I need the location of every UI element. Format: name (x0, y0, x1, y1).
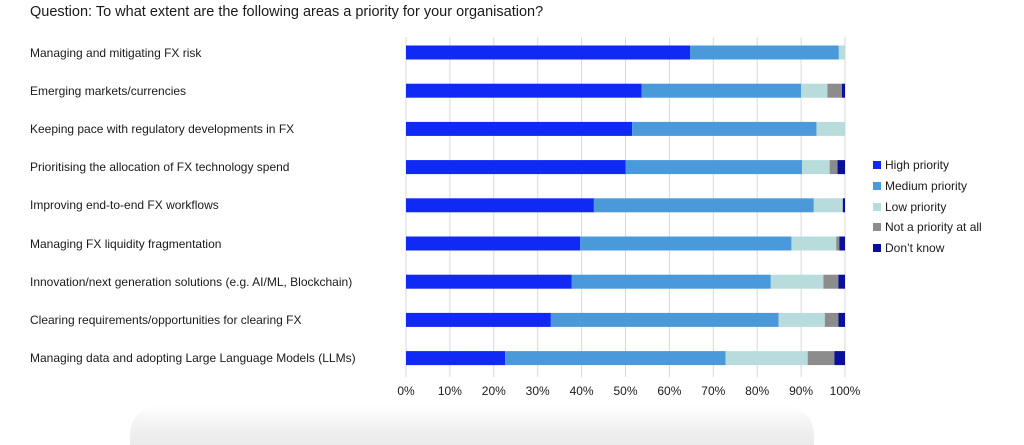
x-tick-label: 60% (657, 384, 681, 398)
legend-swatch (873, 223, 881, 232)
x-tick-label: 30% (526, 384, 550, 398)
bar-segment (842, 198, 845, 213)
bar-segment (406, 236, 581, 251)
bar-segment (571, 274, 771, 289)
bar-segment (406, 160, 626, 175)
bar-segment (829, 160, 838, 175)
bar-segment (839, 236, 845, 251)
x-tick-label: 80% (745, 384, 769, 398)
category-label: Managing and mitigating FX risk (30, 45, 202, 60)
bar-segment (406, 45, 691, 60)
legend-item: Medium priority (873, 176, 982, 197)
category-label: Prioritising the allocation of FX techno… (30, 160, 290, 175)
category-label: Managing FX liquidity fragmentation (30, 236, 222, 251)
bar-segment (827, 83, 842, 98)
bar-segment (632, 121, 817, 136)
bar-segment (406, 198, 594, 213)
stacked-bar-chart: 0% 10% 20% 30% 40% 50% 60% 70% 80% 90% 100% (397, 37, 861, 398)
x-tick-label: 100% (830, 384, 861, 398)
bar-segment (550, 312, 779, 327)
bar-segment (625, 160, 802, 175)
bars (406, 45, 845, 366)
bar-segment (813, 198, 843, 213)
bar-segment (406, 83, 642, 98)
bar-segment (580, 236, 792, 251)
bar-segment (778, 312, 825, 327)
legend-label: Medium priority (885, 179, 968, 194)
bar-segment (641, 83, 802, 98)
bar-segment (816, 121, 845, 136)
x-axis-ticks: 0% 10% 20% 30% 40% 50% 60% 70% 80% 90% 100% (397, 384, 860, 398)
legend-label: Don’t know (885, 241, 945, 256)
bar-segment (770, 274, 824, 289)
x-tick-label: 10% (438, 384, 462, 398)
bar-segment (841, 83, 845, 98)
legend: High priority Medium priority Low priority… (873, 155, 982, 258)
bar-segment (801, 160, 830, 175)
x-tick-label: 0% (397, 384, 415, 398)
bar-segment (838, 274, 845, 289)
bar-segment (406, 121, 633, 136)
bar-segment (823, 274, 839, 289)
bar-segment (690, 45, 839, 60)
bar-segment (807, 351, 835, 366)
chart-title: Question: To what extent are the followi… (30, 4, 544, 20)
category-label: Emerging markets/currencies (30, 83, 187, 98)
bar-segment (838, 312, 845, 327)
legend-label: Low priority (885, 199, 947, 214)
legend-swatch (873, 244, 881, 253)
bottom-shadow (130, 405, 814, 445)
category-label: Clearing requirements/opportunities for … (30, 312, 302, 327)
bar-segment (406, 312, 551, 327)
x-tick-label: 40% (570, 384, 594, 398)
bar-segment (406, 274, 572, 289)
bar-segment (834, 351, 845, 366)
category-label: Managing data and adopting Large Languag… (30, 351, 356, 366)
x-tick-label: 70% (701, 384, 725, 398)
bar-segment (791, 236, 837, 251)
bar-segment (837, 160, 845, 175)
legend-item: Not a priority at all (873, 217, 982, 238)
legend-item: Low priority (873, 196, 982, 217)
bar-segment (505, 351, 726, 366)
x-tick-label: 50% (613, 384, 637, 398)
legend-swatch (873, 161, 881, 170)
bar-segment (836, 236, 840, 251)
category-label: Improving end-to-end FX workflows (30, 198, 219, 213)
legend-swatch (873, 202, 881, 211)
category-label: Innovation/next generation solutions (e.… (30, 274, 353, 289)
legend-label: High priority (885, 158, 950, 173)
legend-item: High priority (873, 155, 982, 176)
bar-segment (725, 351, 808, 366)
bar-segment (801, 83, 828, 98)
x-tick-label: 20% (482, 384, 506, 398)
bar-segment (406, 351, 506, 366)
category-label: Keeping pace with regulatory development… (30, 121, 295, 136)
legend-label: Not a priority at all (885, 220, 982, 235)
legend-item: Don’t know (873, 238, 982, 259)
legend-swatch (873, 182, 881, 191)
bar-segment (838, 45, 845, 60)
bar-segment (593, 198, 814, 213)
x-tick-label: 90% (789, 384, 813, 398)
bar-segment (824, 312, 839, 327)
